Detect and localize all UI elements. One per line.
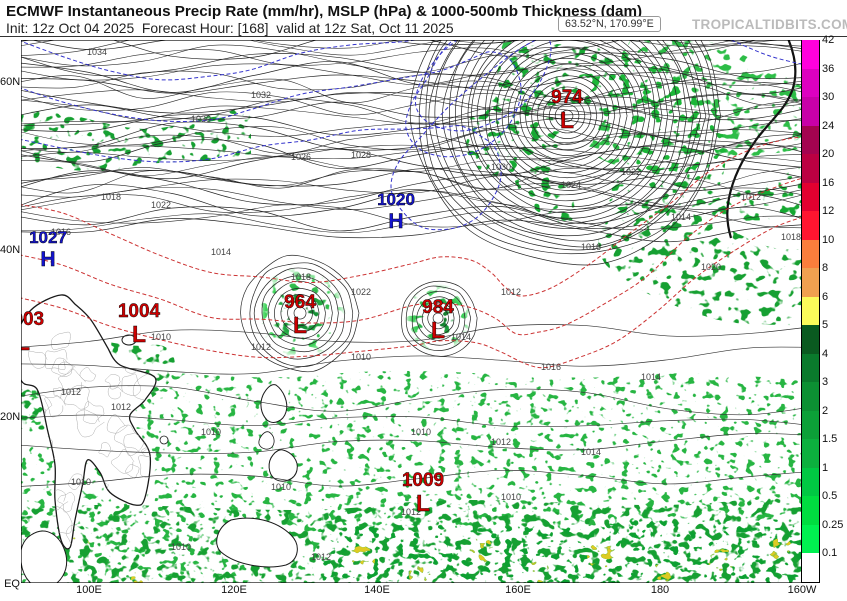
- svg-text:1004: 1004: [118, 301, 161, 322]
- svg-text:L: L: [132, 321, 146, 347]
- svg-text:1020: 1020: [701, 262, 721, 272]
- svg-text:1012: 1012: [501, 287, 521, 297]
- svg-text:1012: 1012: [491, 437, 511, 447]
- svg-text:1014: 1014: [581, 447, 601, 457]
- svg-text:L: L: [293, 312, 307, 338]
- svg-text:1018: 1018: [291, 272, 311, 282]
- svg-text:1018: 1018: [781, 232, 801, 242]
- svg-text:1030: 1030: [191, 114, 211, 124]
- svg-text:974: 974: [551, 87, 583, 108]
- svg-text:1010: 1010: [351, 352, 371, 362]
- svg-text:1012: 1012: [111, 402, 131, 412]
- svg-text:1010: 1010: [201, 427, 221, 437]
- svg-text:1012: 1012: [741, 192, 761, 202]
- svg-text:1010: 1010: [271, 482, 291, 492]
- svg-text:1024: 1024: [561, 180, 581, 190]
- svg-text:L: L: [560, 107, 574, 133]
- svg-text:1014: 1014: [211, 247, 231, 257]
- svg-text:H: H: [388, 210, 403, 233]
- svg-text:1016: 1016: [581, 242, 601, 252]
- svg-text:1016: 1016: [541, 362, 561, 372]
- svg-text:1028: 1028: [351, 150, 371, 160]
- svg-text:1003: 1003: [21, 309, 44, 330]
- svg-text:L: L: [21, 329, 30, 355]
- svg-text:1027: 1027: [29, 228, 67, 247]
- svg-text:1020: 1020: [377, 190, 415, 209]
- svg-text:1030: 1030: [491, 162, 511, 172]
- svg-text:1022: 1022: [151, 200, 171, 210]
- svg-text:1022: 1022: [351, 287, 371, 297]
- svg-text:1010: 1010: [171, 542, 191, 552]
- svg-text:1010: 1010: [151, 332, 171, 342]
- svg-text:1010: 1010: [71, 477, 91, 487]
- svg-text:1026: 1026: [291, 152, 311, 162]
- svg-text:L: L: [431, 317, 445, 343]
- svg-text:1012: 1012: [61, 387, 81, 397]
- svg-text:1012: 1012: [311, 552, 331, 562]
- svg-text:964: 964: [284, 292, 316, 313]
- svg-text:1032: 1032: [251, 90, 271, 100]
- svg-text:1010: 1010: [501, 492, 521, 502]
- svg-text:H: H: [40, 248, 55, 271]
- svg-text:1014: 1014: [671, 212, 691, 222]
- svg-text:984: 984: [422, 297, 454, 318]
- svg-text:1009: 1009: [402, 470, 444, 491]
- svg-text:1012: 1012: [251, 342, 271, 352]
- svg-text:1034: 1034: [87, 47, 107, 57]
- svg-text:1014: 1014: [451, 332, 471, 342]
- svg-text:1010: 1010: [411, 427, 431, 437]
- svg-text:L: L: [416, 490, 430, 516]
- svg-text:1022: 1022: [621, 167, 641, 177]
- svg-text:1014: 1014: [641, 372, 661, 382]
- svg-text:1018: 1018: [101, 192, 121, 202]
